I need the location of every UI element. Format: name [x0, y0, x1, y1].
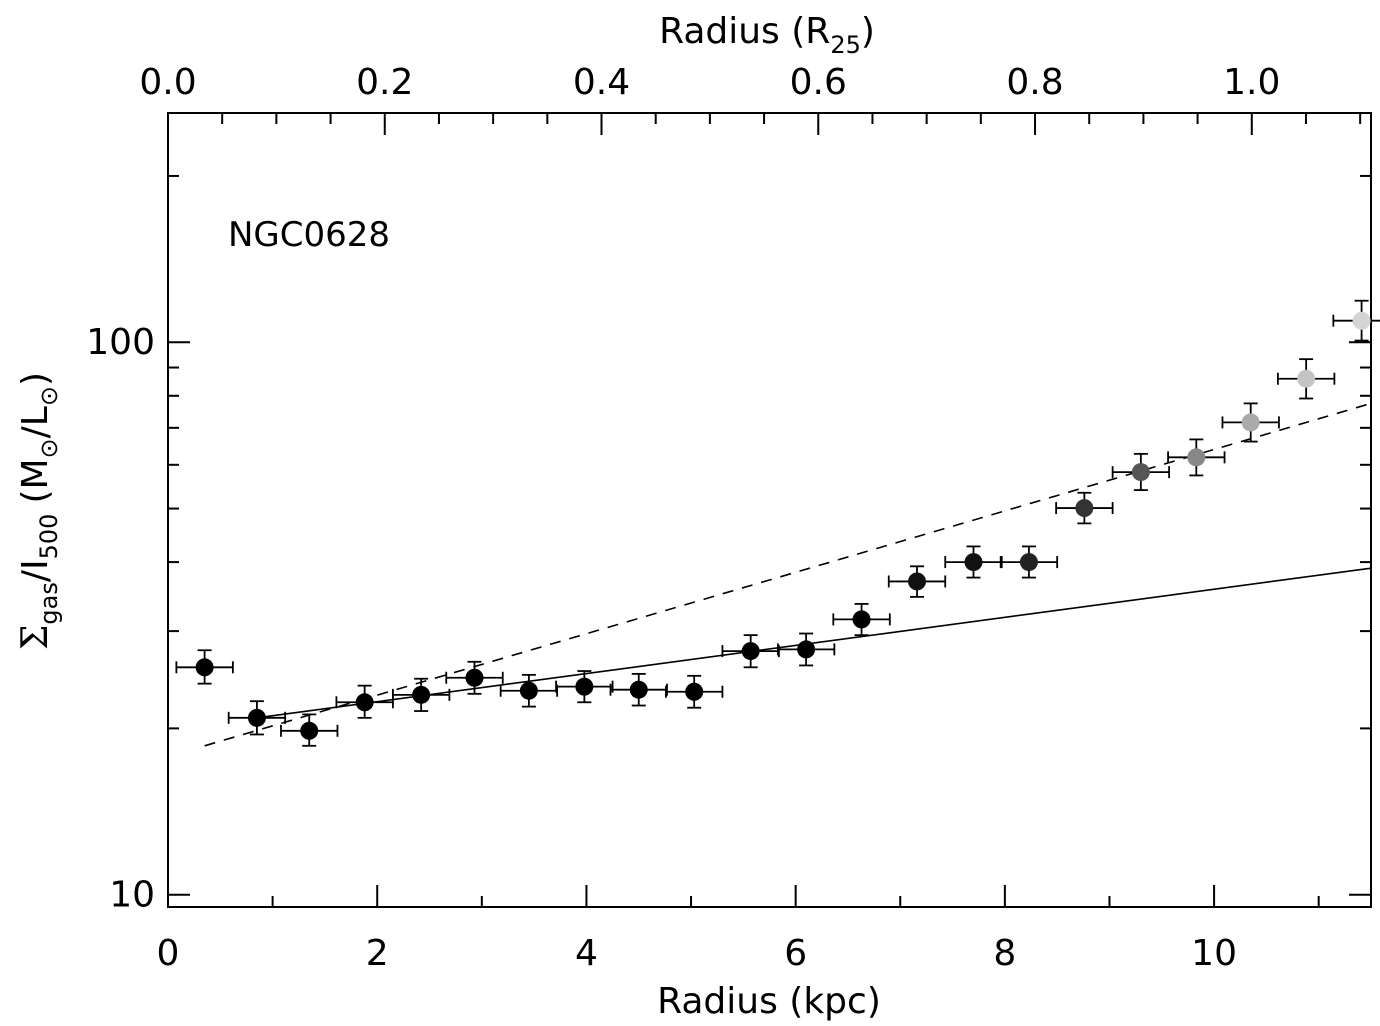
x-tick-label: 10: [1191, 933, 1237, 974]
point-marker: [465, 668, 484, 687]
point-marker: [412, 685, 431, 704]
y-axis-label: Σgas/I500(M⊙/L⊙): [15, 372, 63, 650]
data-point: [1221, 402, 1280, 443]
y-tick-label: 100: [86, 322, 155, 363]
point-marker: [797, 640, 816, 659]
data-point: [499, 673, 559, 708]
point-marker: [1019, 553, 1038, 572]
data-point: [175, 649, 234, 685]
point-marker: [355, 693, 374, 712]
top-tick-label: 0.2: [356, 62, 413, 103]
top-tick-label: 0.4: [573, 62, 630, 103]
data-point: [392, 677, 451, 712]
data-point: [609, 672, 668, 707]
top-tick-label: 0.6: [790, 62, 847, 103]
point-marker: [300, 721, 319, 740]
top-tick-label: 1.0: [1223, 62, 1280, 103]
x-axis-label: Radius (kpc): [657, 981, 881, 1022]
point-marker: [1352, 311, 1371, 330]
data-point: [776, 632, 836, 667]
y-tick-label: 10: [109, 875, 155, 916]
top-tick-label: 0.0: [139, 62, 196, 103]
point-marker: [907, 572, 926, 591]
x-tick-label: 0: [157, 933, 180, 974]
point-marker: [1187, 448, 1206, 467]
data-point: [944, 545, 1003, 579]
data-point: [1167, 438, 1226, 477]
point-marker: [519, 681, 538, 700]
data-point: [555, 670, 614, 704]
fit-lines: [204, 402, 1372, 747]
data-point: [887, 565, 947, 598]
data-points: [175, 299, 1380, 747]
data-point: [665, 674, 724, 709]
plot-frame: [167, 112, 1372, 908]
top-tick-label: 0.8: [1006, 62, 1063, 103]
data-point: [335, 684, 394, 719]
point-marker: [685, 682, 704, 701]
point-marker: [195, 658, 214, 677]
data-point: [1332, 299, 1380, 342]
x-tick-label: 6: [784, 933, 807, 974]
data-point: [1111, 452, 1171, 491]
data-point: [280, 713, 339, 747]
data-point: [832, 603, 891, 637]
data-point: [445, 660, 504, 695]
x-tick-label: 4: [575, 933, 598, 974]
point-marker: [741, 642, 760, 661]
galaxy-label: NGC0628: [228, 215, 390, 255]
point-marker: [1297, 369, 1316, 388]
axis-ticks: [167, 113, 1371, 907]
point-marker: [629, 680, 648, 699]
point-marker: [964, 553, 983, 572]
x-tick-label: 2: [366, 933, 389, 974]
tick-labels: 0 2 4 6 8 10 0.0 0.2 0.4 0.6 0.8 1.0 10 100: [86, 62, 1280, 974]
data-point: [227, 700, 287, 736]
data-point: [721, 634, 780, 669]
point-marker: [247, 708, 266, 727]
point-marker: [1241, 413, 1260, 432]
point-marker: [575, 677, 594, 696]
dashed-fit-line: [204, 402, 1372, 747]
data-point: [999, 545, 1059, 579]
x-tick-label: 8: [993, 933, 1016, 974]
point-marker: [1075, 499, 1094, 518]
top-axis-label: Radius (R25): [659, 11, 875, 59]
data-point: [1055, 491, 1114, 525]
point-marker: [852, 610, 871, 629]
solid-fit-line: [256, 567, 1372, 719]
data-point: [1276, 358, 1336, 400]
point-marker: [1131, 463, 1150, 482]
